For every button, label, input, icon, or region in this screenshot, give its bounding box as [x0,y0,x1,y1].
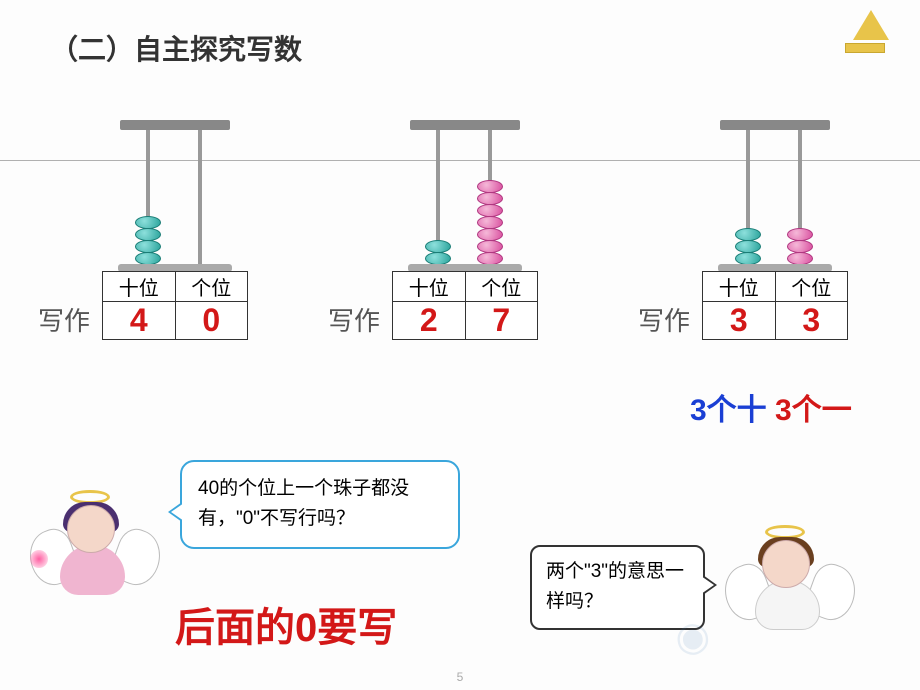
fairy-left-icon [35,490,155,610]
place-table-2: 十位 个位 2 7 [392,271,538,340]
corner-decoration [845,10,895,80]
abacus-group-1: 写作 十位 个位 4 0 [30,120,290,290]
write-label-2: 写作 [328,301,380,338]
tens-label: 十位 [393,272,466,302]
ones-beads-3 [787,228,813,264]
speech-bubble-1: 40的个位上一个珠子都没有，"0"不写行吗？ [180,460,460,549]
ones-label: 个位 [465,272,538,302]
abacus-3: 写作 十位 个位 3 3 [710,120,840,290]
fairy-right-icon [730,525,850,645]
ones-label: 个位 [775,272,848,302]
ones-beads-2 [477,180,503,264]
write-label-1: 写作 [38,301,90,338]
tens-beads-3 [735,228,761,264]
tens-digit-3: 3 [703,302,776,340]
ones-digit-1: 0 [175,302,248,340]
ones-label: 个位 [175,272,248,302]
page-number: 5 [457,670,464,684]
breakdown-text: 3个十 3个一 [690,385,852,429]
place-table-1: 十位 个位 4 0 [102,271,248,340]
tens-label: 十位 [703,272,776,302]
place-table-3: 十位 个位 3 3 [702,271,848,340]
abacus-group-3: 写作 十位 个位 3 3 [630,120,890,290]
watermark-icon: ◉ [672,612,713,662]
abacus-row: 写作 十位 个位 4 0 写作 十位 [0,120,920,350]
ones-digit-3: 3 [775,302,848,340]
tens-digit-2: 2 [393,302,466,340]
conclusion-text: 后面的0要写 [175,595,397,653]
tens-digit-1: 4 [103,302,176,340]
abacus-2: 写作 十位 个位 2 7 [400,120,530,290]
tens-beads-2 [425,240,451,264]
abacus-group-2: 写作 十位 个位 2 7 [320,120,580,290]
section-title: （二）自主探究写数 [50,28,302,68]
tens-beads-1 [135,216,161,264]
write-label-3: 写作 [638,301,690,338]
abacus-1: 写作 十位 个位 4 0 [110,120,240,290]
tens-label: 十位 [103,272,176,302]
breakdown-ones: 3个一 [775,394,852,427]
breakdown-tens: 3个十 [690,394,767,427]
ones-digit-2: 7 [465,302,538,340]
